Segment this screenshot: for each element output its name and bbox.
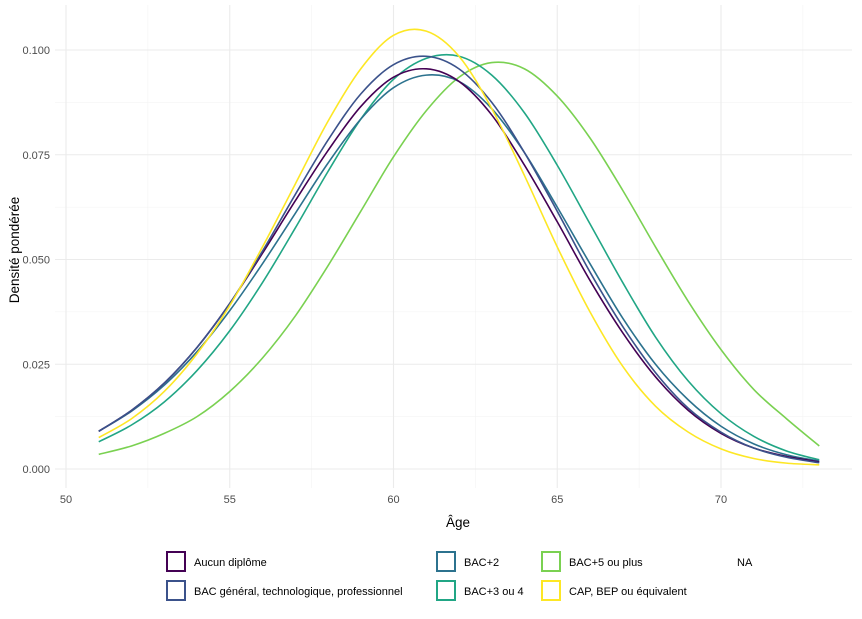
legend-key [436, 551, 456, 572]
y-tick-label: 0.025 [22, 359, 50, 371]
legend-item: BAC général, technologique, professionne… [166, 580, 403, 601]
series-lines [98, 28, 820, 466]
legend-label: BAC+3 ou 4 [464, 586, 524, 598]
y-tick-label: 0.000 [22, 464, 50, 476]
series-line-bac-3-ou-4 [98, 53, 820, 461]
x-tick-label: 50 [60, 494, 72, 506]
legend-item: BAC+2 [436, 551, 499, 572]
series-line-bac-2 [98, 74, 820, 462]
series-line-cap-bep-ou-quivalent [98, 28, 820, 466]
x-axis-ticks: 50 55 60 65 70 [60, 494, 727, 506]
x-tick-label: 60 [387, 494, 399, 506]
series-line-bac-5-ou-plus [98, 61, 820, 456]
legend: Aucun diplôme BAC+2 BAC+5 ou plus NA BAC gén… [166, 551, 753, 601]
y-axis-title: Densité pondérée [7, 197, 22, 304]
series-line-aucun-dipl-me [98, 67, 820, 463]
legend-key [541, 551, 561, 572]
legend-key [541, 580, 561, 601]
legend-item: BAC+5 ou plus [541, 551, 643, 572]
y-axis-ticks: 0.000 0.025 0.050 0.075 0.100 [22, 45, 50, 476]
legend-label: CAP, BEP ou équivalent [569, 586, 687, 598]
y-tick-label: 0.100 [22, 45, 50, 57]
legend-label: NA [737, 557, 753, 569]
y-tick-label: 0.075 [22, 150, 50, 162]
minor-grid [55, 5, 852, 488]
legend-label: BAC général, technologique, professionne… [194, 586, 403, 598]
legend-key [166, 580, 186, 601]
x-tick-label: 70 [715, 494, 727, 506]
legend-label: BAC+2 [464, 557, 499, 569]
legend-key [436, 580, 456, 601]
legend-label: BAC+5 ou plus [569, 557, 643, 569]
x-axis-title: Âge [446, 515, 470, 530]
series-line-bac-g-n-ral-technologique-professionnel [98, 55, 820, 464]
x-tick-label: 65 [551, 494, 563, 506]
legend-item: BAC+3 ou 4 [436, 580, 524, 601]
legend-item: Aucun diplôme [166, 551, 267, 572]
x-tick-label: 55 [224, 494, 236, 506]
y-tick-label: 0.050 [22, 255, 50, 267]
legend-item: NA [737, 557, 753, 569]
legend-label: Aucun diplôme [194, 557, 267, 569]
legend-key [166, 551, 186, 572]
legend-item: CAP, BEP ou équivalent [541, 580, 687, 601]
